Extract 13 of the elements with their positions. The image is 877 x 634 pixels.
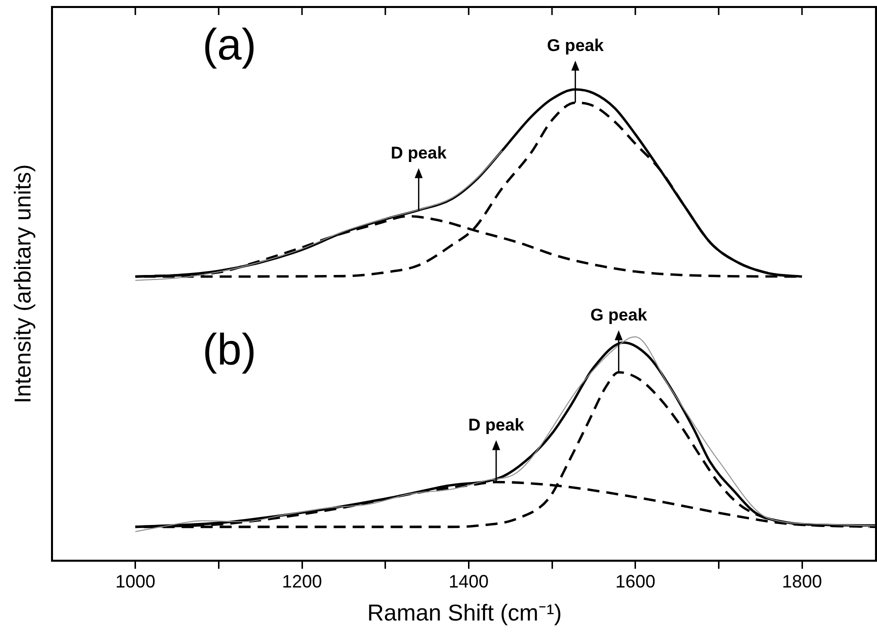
x-axis-title: Raman Shift (cm⁻¹): [367, 600, 562, 626]
x-tick-label: 1800: [782, 572, 822, 592]
x-tick-label: 1600: [615, 572, 656, 592]
text: (a): [202, 20, 256, 70]
x-tick-label: 1000: [115, 572, 156, 592]
annotation: D peak: [390, 143, 448, 162]
x-tick-label: 1400: [448, 572, 489, 592]
x-tick-label: 1200: [282, 572, 322, 592]
y-axis-title: Intensity (arbitary units): [9, 164, 36, 404]
annotation: G peak: [590, 305, 648, 324]
annotation: (b): [202, 326, 256, 375]
annotation: G peak: [546, 36, 604, 55]
annotation: D peak: [468, 415, 525, 434]
